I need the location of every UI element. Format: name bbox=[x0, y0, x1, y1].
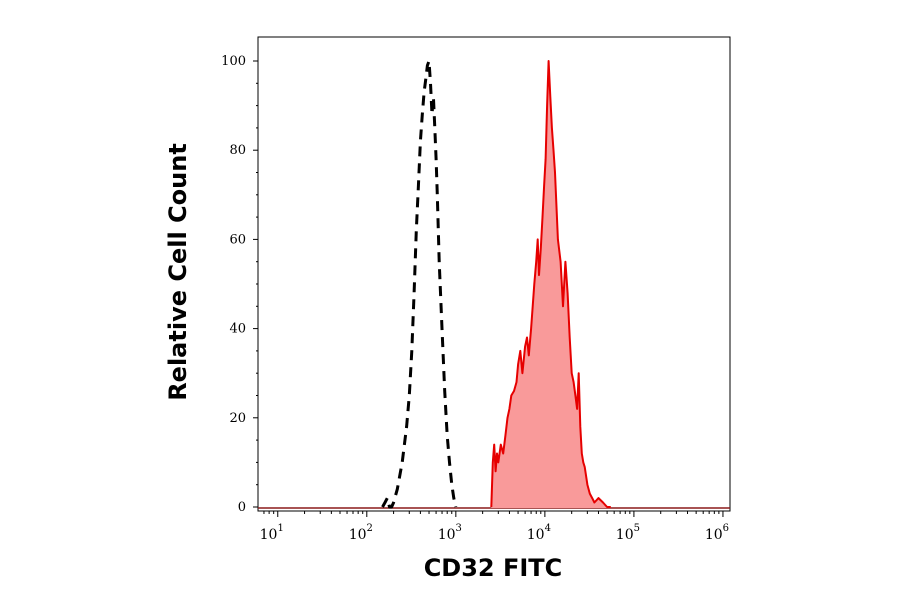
y-axis-title: Relative Cell Count bbox=[164, 143, 192, 401]
x-tick-label: 104 bbox=[527, 523, 551, 543]
red-histogram-fill bbox=[491, 61, 611, 508]
x-axis-title: CD32 FITC bbox=[424, 554, 563, 582]
x-tick-label: 103 bbox=[438, 523, 462, 543]
y-tick-label: 60 bbox=[229, 232, 246, 247]
y-axis: 0 20 40 60 80 100 bbox=[221, 54, 258, 515]
red-histogram-line bbox=[490, 60, 611, 508]
x-tick-label: 101 bbox=[260, 523, 284, 543]
x-axis: 101 102 103 104 105 106 bbox=[260, 511, 729, 543]
y-tick-label: 20 bbox=[229, 411, 246, 426]
x-tick-label: 106 bbox=[705, 523, 729, 543]
x-tick-label: 105 bbox=[616, 523, 640, 543]
series-layer bbox=[258, 59, 730, 509]
y-tick-label: 0 bbox=[238, 500, 246, 515]
y-tick-label: 100 bbox=[221, 54, 246, 69]
y-tick-label: 80 bbox=[229, 143, 246, 158]
x-tick-label: 102 bbox=[349, 523, 373, 543]
plot-frame bbox=[257, 36, 731, 512]
control-histogram-line bbox=[381, 59, 458, 509]
y-tick-label: 40 bbox=[229, 322, 246, 337]
